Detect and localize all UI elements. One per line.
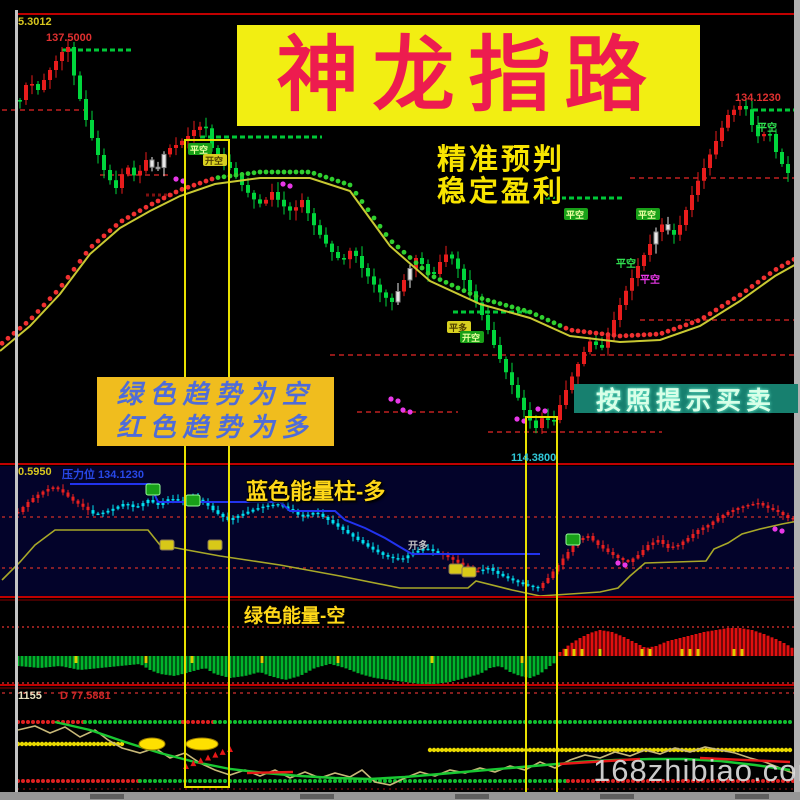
axis-tick-mark-2 <box>455 794 489 799</box>
slogan-line2: 稳定盈利 <box>437 176 566 208</box>
chart-label-6: 蓝色能量柱-多 <box>246 479 386 504</box>
headline-text: 神龙指路 <box>276 27 661 123</box>
time-axis-strip <box>0 792 800 800</box>
trend-legend-box: 绿色趋势为空 红色趋势为多 <box>97 377 334 446</box>
panel-borders <box>0 13 800 689</box>
signal-panel <box>2 692 796 790</box>
instruction-text: 按照提示买卖 <box>595 386 776 415</box>
svg-text:开多: 开多 <box>408 539 428 552</box>
energy-panel <box>1 483 799 597</box>
svg-text:开空: 开空 <box>205 155 223 166</box>
svg-text:平空: 平空 <box>638 209 656 220</box>
chart-label-5: 压力位 134.1230 <box>62 469 144 481</box>
trend-legend-line2: 红色趋势为多 <box>116 412 315 443</box>
watermark-text: 168zhibiao.com <box>593 753 800 788</box>
chart-label-9: D 77.5881 <box>60 690 111 702</box>
chart-label-7: 绿色能量-空 <box>244 606 346 627</box>
axis-tick-mark-0 <box>90 794 124 799</box>
headline-banner: 神龙指路 <box>237 25 700 126</box>
energy-panel-background <box>0 466 800 596</box>
axis-tick-mark-1 <box>300 794 334 799</box>
svg-text:平空: 平空 <box>190 144 208 155</box>
svg-text:平空: 平空 <box>566 209 584 220</box>
chart-label-1: 137.5000 <box>46 32 92 44</box>
slogan-block: 精准预判 稳定盈利 <box>437 144 565 208</box>
axis-tick-mark-3 <box>600 794 634 799</box>
window-left-edge <box>15 10 18 792</box>
svg-text:平空: 平空 <box>616 257 636 270</box>
axis-tick-mark-4 <box>735 794 769 799</box>
trend-legend-line1: 绿色趋势为空 <box>116 379 315 410</box>
ma-dot-ribbon <box>0 169 797 346</box>
slogan-line1: 精准预判 <box>437 144 566 176</box>
chart-label-0: 5.3012 <box>18 16 52 28</box>
chart-label-2: 134.1230 <box>735 92 781 104</box>
chart-label-4: 0.5950 <box>18 466 52 478</box>
svg-text:开空: 开空 <box>462 332 480 343</box>
chart-label-3: 114.3800 <box>511 452 557 464</box>
instruction-box: 按照提示买卖 <box>574 384 798 415</box>
chart-label-8: 1155 <box>18 690 42 702</box>
svg-text:平空: 平空 <box>640 273 660 286</box>
svg-text:平空: 平空 <box>757 121 777 134</box>
histogram-panel <box>2 626 796 684</box>
svg-text:平多: 平多 <box>449 322 467 333</box>
